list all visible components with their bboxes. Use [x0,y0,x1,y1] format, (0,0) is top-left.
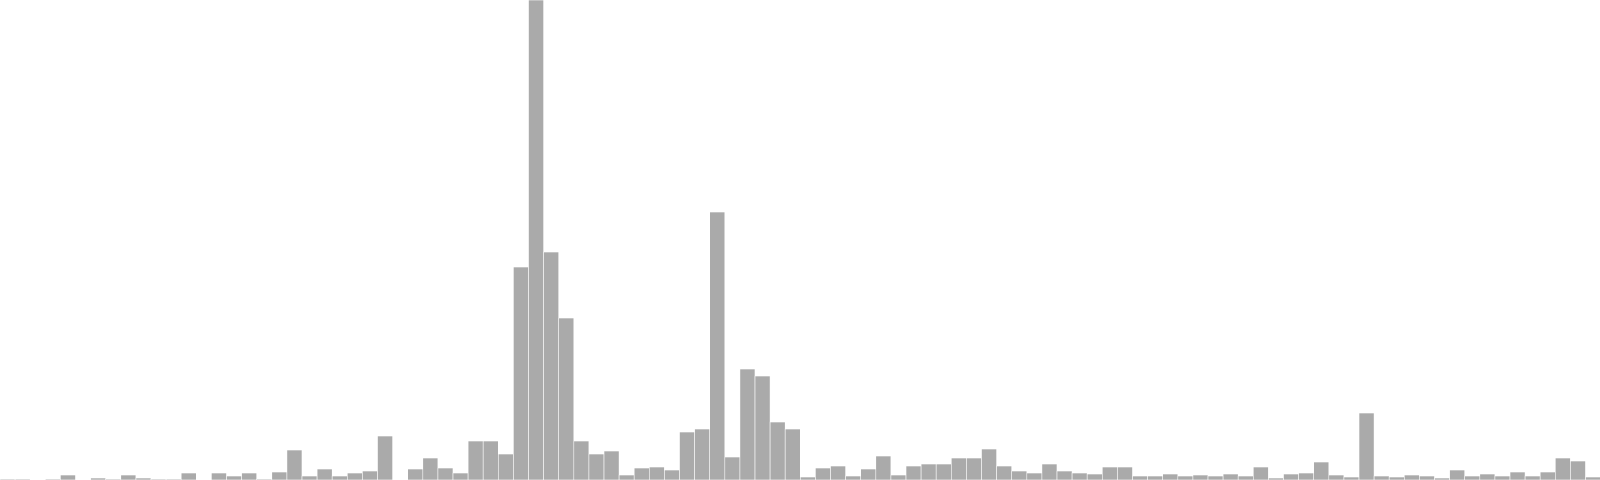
bar-47 [709,211,726,480]
bar-63 [950,457,967,480]
bar-77 [1162,473,1179,480]
bar-33 [497,453,514,480]
bar-28 [422,457,439,480]
bar-50 [754,375,771,480]
bar-31 [467,440,484,480]
bar-34 [513,266,529,480]
bar-36 [543,251,559,480]
bar-27 [407,468,424,480]
bar-20 [301,475,318,480]
bar-55 [830,465,846,480]
bar-35 [528,0,544,480]
bar-76 [1147,475,1163,480]
bar-71 [1071,472,1088,480]
bar-74 [1117,466,1133,480]
bar-97 [1464,475,1481,480]
bar-61 [920,463,937,480]
bar-37 [558,317,575,480]
bar-64 [966,457,982,480]
bar-104 [1570,460,1586,480]
bar-14 [211,472,227,480]
bar-59 [890,474,907,480]
bar-66 [996,465,1012,480]
bar-100 [1509,471,1526,480]
bar-49 [739,368,756,480]
bar-56 [845,475,861,480]
bar-41 [618,474,635,480]
bar-52 [784,428,801,480]
bar-101 [1524,475,1541,480]
bar-15 [226,475,242,480]
bar-4 [60,474,76,480]
bar-79 [1192,474,1209,480]
bar-43 [648,466,665,480]
bar-16 [241,472,258,480]
bar-42 [633,467,650,480]
bar-51 [769,421,786,480]
bar-93 [1404,474,1420,480]
bar-32 [482,440,499,480]
bar-21 [316,468,333,480]
bar-39 [588,453,605,480]
bar-46 [694,428,710,480]
bar-94 [1419,475,1435,480]
bar-103 [1555,457,1571,480]
bar-90 [1358,412,1375,480]
bar-98 [1479,473,1496,480]
bar-87 [1313,461,1330,480]
bar-78 [1177,475,1194,480]
bar-88 [1328,474,1345,480]
bar-75 [1132,475,1148,480]
bar-54 [815,467,831,480]
bar-96 [1449,469,1465,480]
bar-65 [981,448,997,480]
bar-38 [573,440,590,480]
bar-40 [603,450,620,480]
bar-83 [1253,466,1269,480]
bar-23 [346,472,363,480]
bar-91 [1373,475,1390,480]
bar-72 [1086,473,1103,480]
bar-29 [437,467,454,480]
bar-85 [1283,473,1299,480]
bar-22 [331,475,348,480]
bar-102 [1539,471,1556,480]
bar-67 [1011,470,1028,480]
bar-48 [724,456,741,480]
bar-70 [1056,470,1073,480]
bar-69 [1041,463,1058,480]
bar-58 [875,455,892,480]
bar-25 [377,435,393,480]
bar-12 [180,472,197,480]
bar-86 [1298,472,1314,480]
bar-30 [452,472,469,480]
bar-99 [1494,475,1511,480]
bar-24 [362,470,378,480]
bar-18 [271,471,288,480]
bar-68 [1026,472,1043,480]
bar-45 [679,431,695,480]
bar-105 [1585,476,1600,480]
bar-81 [1222,473,1239,480]
bar-62 [935,463,952,480]
bar-80 [1207,475,1224,480]
bar-57 [860,468,877,480]
bar-82 [1237,475,1254,480]
bar-73 [1102,466,1118,480]
bar-8 [120,474,137,480]
bar-60 [905,465,922,480]
bar-44 [664,469,680,480]
bar-19 [286,449,303,480]
